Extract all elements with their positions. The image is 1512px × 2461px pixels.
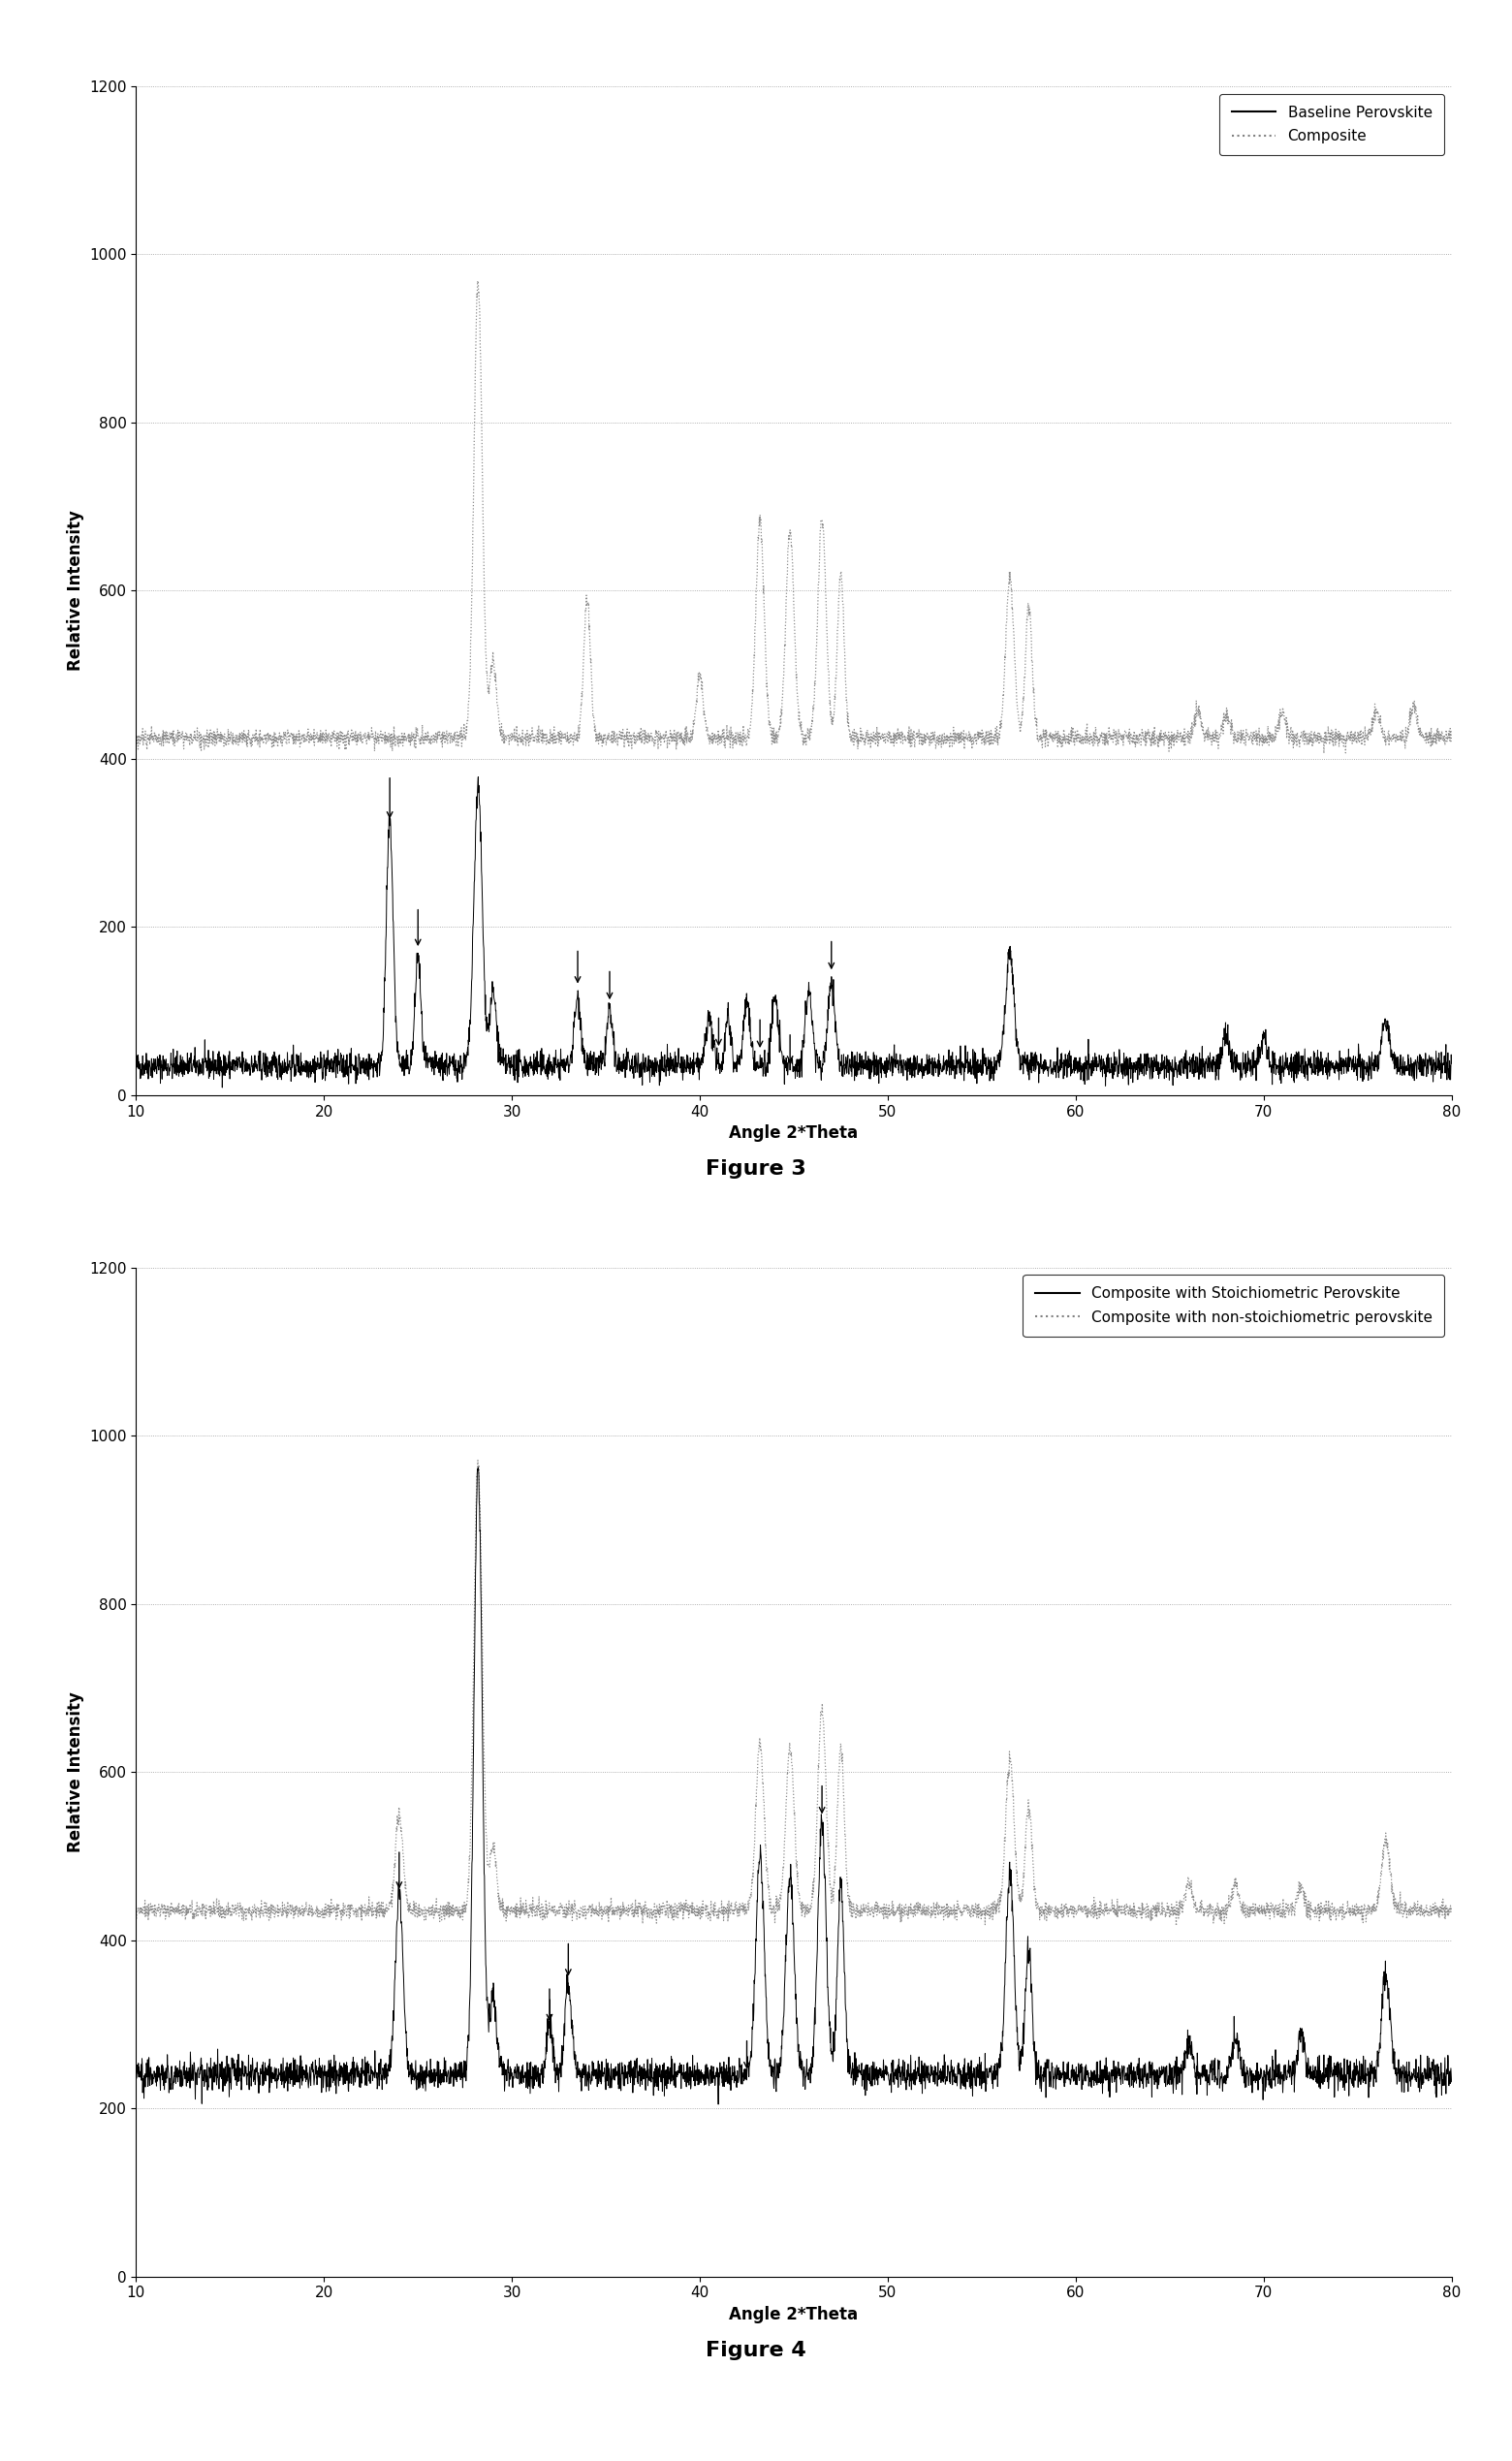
Legend: Baseline Perovskite, Composite: Baseline Perovskite, Composite	[1220, 94, 1444, 155]
Text: Figure 3: Figure 3	[706, 1159, 806, 1179]
Y-axis label: Relative Intensity: Relative Intensity	[67, 1691, 85, 1853]
X-axis label: Angle 2*Theta: Angle 2*Theta	[729, 1125, 859, 1142]
X-axis label: Angle 2*Theta: Angle 2*Theta	[729, 2306, 859, 2323]
Y-axis label: Relative Intensity: Relative Intensity	[67, 509, 85, 672]
Legend: Composite with Stoichiometric Perovskite, Composite with non-stoichiometric pero: Composite with Stoichiometric Perovskite…	[1024, 1275, 1444, 1336]
Text: Figure 4: Figure 4	[706, 2340, 806, 2360]
